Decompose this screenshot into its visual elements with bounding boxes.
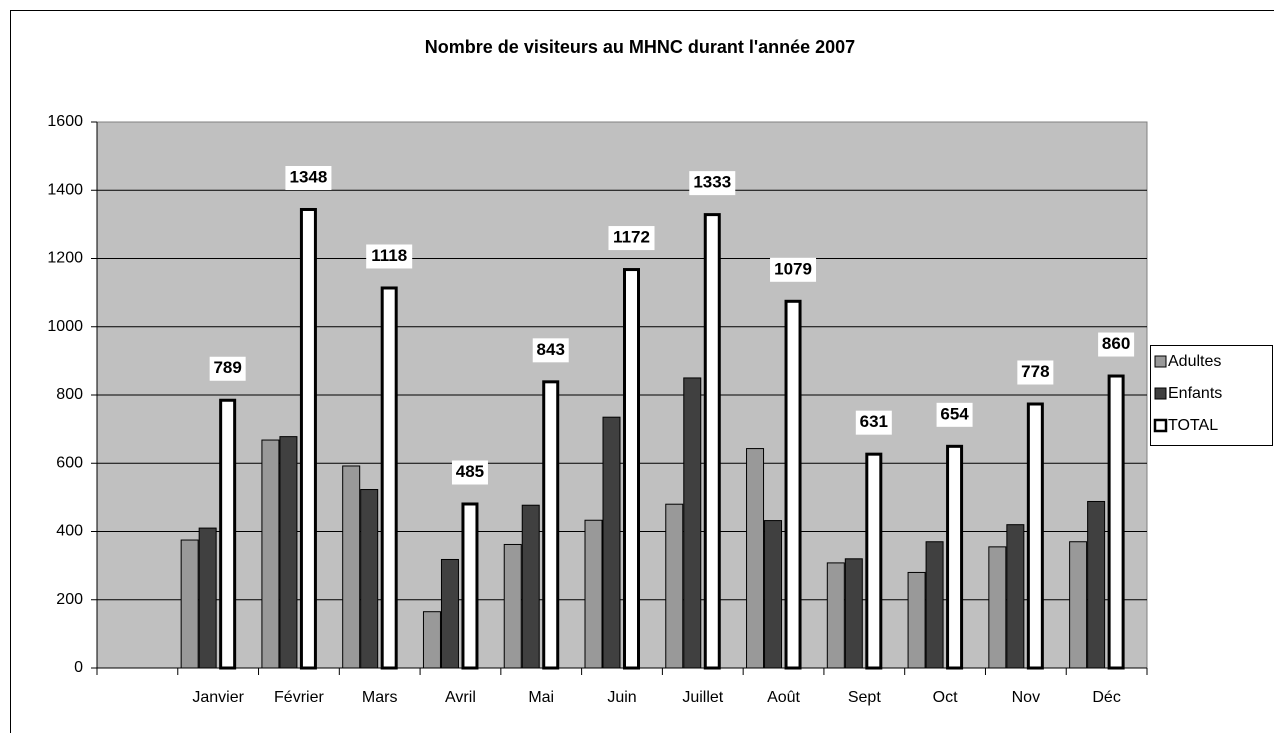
bar — [299, 207, 317, 670]
legend-swatch — [1153, 418, 1168, 433]
bar — [360, 489, 379, 669]
bar — [623, 268, 640, 670]
legend-label: Adultes — [1168, 353, 1221, 370]
data-label: 1118 — [371, 246, 407, 265]
y-tick-label: 1000 — [47, 318, 83, 335]
data-label-box — [770, 257, 817, 282]
bar — [1087, 500, 1106, 669]
bar — [198, 527, 217, 669]
legend-swatch — [1154, 387, 1167, 400]
data-label: 843 — [537, 340, 565, 359]
data-label-box — [855, 410, 892, 435]
bar — [261, 439, 280, 669]
data-label-box — [451, 460, 488, 485]
bar — [180, 539, 199, 669]
x-tick-label: Nov — [1012, 689, 1040, 706]
data-label-box — [1098, 332, 1135, 357]
bar — [907, 571, 926, 669]
y-tick-label: 600 — [56, 454, 83, 471]
bar — [440, 558, 459, 669]
bar — [1026, 402, 1044, 670]
data-label-box — [608, 226, 655, 251]
bar — [844, 558, 863, 669]
y-tick-label: 1400 — [47, 181, 83, 198]
data-label-box — [936, 402, 973, 427]
bar — [865, 452, 883, 670]
bar — [542, 380, 560, 670]
data-label: 631 — [860, 412, 888, 431]
x-tick-label: Juin — [607, 689, 636, 706]
y-tick-label: 0 — [74, 659, 83, 676]
bar — [764, 520, 783, 669]
x-tick-label: Déc — [1092, 689, 1120, 706]
data-label: 1348 — [290, 167, 328, 186]
y-tick-label: 800 — [56, 386, 83, 403]
data-label: 1333 — [693, 173, 731, 192]
bar — [602, 416, 621, 669]
bar — [342, 465, 361, 669]
chart-title: Nombre de visiteurs au MHNC durant l'ann… — [425, 37, 855, 57]
bar — [584, 519, 603, 669]
y-tick-label: 200 — [56, 591, 83, 608]
x-tick-label: Mars — [362, 689, 398, 706]
bar — [503, 543, 522, 669]
bar — [422, 611, 441, 669]
bar — [461, 502, 479, 670]
data-label-box — [366, 244, 413, 269]
legend-label: Enfants — [1168, 385, 1222, 402]
bar — [826, 562, 845, 669]
bar — [784, 299, 802, 670]
data-label: 789 — [213, 358, 241, 377]
bar — [380, 286, 398, 670]
data-label: 1079 — [774, 259, 812, 278]
x-tick-label: Mai — [528, 689, 554, 706]
y-tick-label: 1200 — [47, 250, 83, 267]
data-label-box — [532, 338, 569, 363]
data-label: 778 — [1021, 362, 1049, 381]
x-tick-label: Juillet — [682, 689, 723, 706]
x-tick-label: Août — [767, 689, 800, 706]
x-tick-label: Oct — [933, 689, 958, 706]
x-tick-label: Avril — [445, 689, 476, 706]
data-label-box — [209, 356, 246, 381]
bar — [1006, 524, 1025, 669]
data-label: 654 — [940, 404, 969, 423]
y-tick-label: 400 — [56, 523, 83, 540]
data-label-box — [1017, 360, 1054, 385]
bar — [1069, 541, 1088, 669]
legend-label: TOTAL — [1168, 417, 1218, 434]
legend-swatch — [1154, 355, 1167, 368]
x-tick-label: Sept — [848, 689, 881, 706]
x-tick-label: Janvier — [192, 689, 244, 706]
bar — [521, 504, 540, 669]
data-label: 860 — [1102, 334, 1130, 353]
bar — [703, 213, 721, 670]
x-tick-label: Février — [274, 689, 324, 706]
bar — [946, 444, 964, 670]
bar — [1107, 374, 1125, 670]
data-label-box — [689, 171, 736, 196]
bar — [683, 377, 702, 669]
bar — [665, 503, 684, 669]
bar — [746, 448, 765, 669]
bar — [219, 398, 237, 670]
data-label: 1172 — [613, 228, 650, 247]
y-tick-label: 1600 — [47, 113, 83, 130]
bar — [925, 541, 944, 669]
bar — [988, 546, 1007, 669]
data-label: 485 — [456, 462, 484, 481]
bar — [279, 436, 298, 669]
legend-box — [1150, 345, 1273, 446]
data-label-box — [285, 165, 332, 190]
